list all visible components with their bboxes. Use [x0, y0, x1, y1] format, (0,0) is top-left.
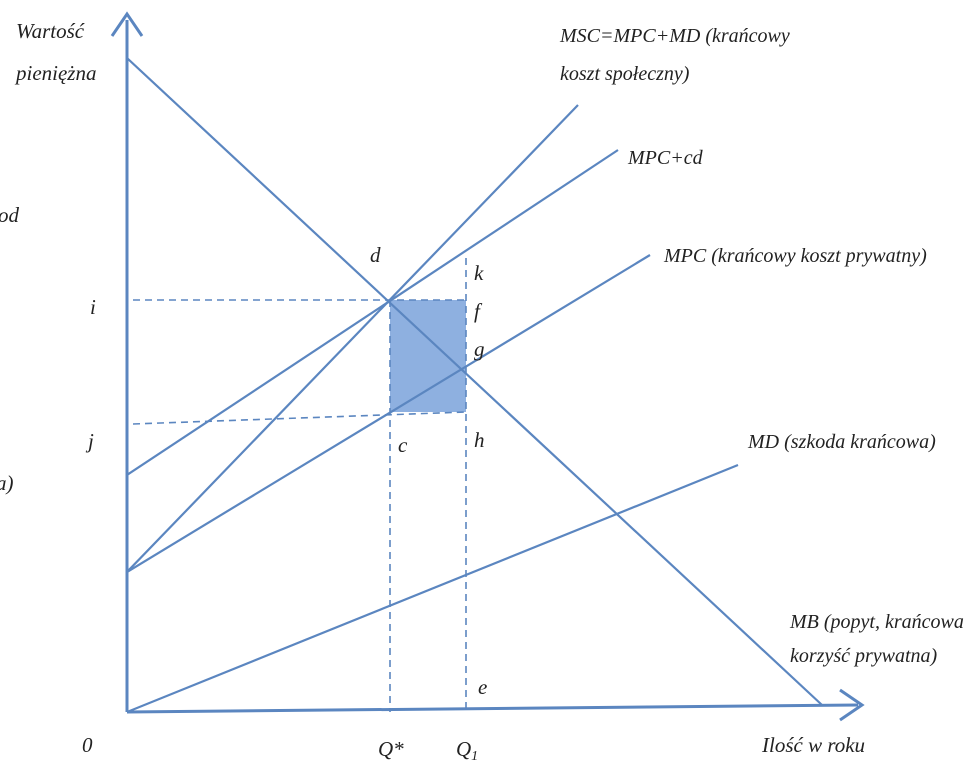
y-axis-label-1: Wartość — [16, 19, 85, 43]
q-star-label: Q* — [378, 737, 404, 761]
mpc-curve — [126, 254, 651, 573]
point-h: h — [474, 428, 485, 452]
x-axis-arrow — [839, 688, 865, 722]
mb-label-2: korzyść prywatna) — [790, 645, 938, 667]
mpc-label: MPC (krańcowy koszt prywatny) — [663, 245, 927, 267]
x-axis — [126, 703, 859, 714]
md-curve — [126, 463, 739, 714]
msc-curve — [126, 104, 579, 573]
point-g: g — [474, 337, 485, 361]
point-j: j — [85, 429, 94, 453]
cutoff-od: od — [0, 203, 20, 227]
md-label: MD (szkoda krańcowa) — [747, 431, 936, 453]
mpc-cd-curve — [126, 149, 619, 476]
msc-label-2: koszt społeczny) — [560, 63, 690, 85]
origin-label: 0 — [82, 733, 93, 757]
point-c: c — [398, 433, 408, 457]
mb-label-1: MB (popyt, krańcowa — [789, 611, 964, 633]
point-i: i — [90, 295, 96, 319]
point-e: e — [478, 675, 487, 699]
cutoff-a: a) — [0, 471, 14, 495]
y-axis-label-2: pieniężna — [14, 61, 96, 85]
x-axis-label: Ilość w roku — [761, 733, 865, 757]
mpc-cd-label: MPC+cd — [627, 147, 704, 169]
y-axis-arrow — [110, 11, 144, 37]
mb-curve — [126, 57, 823, 706]
shaded-area — [390, 300, 466, 412]
point-f: f — [474, 299, 483, 323]
q1-label: Q1 — [456, 737, 478, 764]
point-d: d — [370, 243, 381, 267]
msc-label-1: MSC=MPC+MD (krańcowy — [559, 25, 790, 47]
guide-j — [132, 411, 467, 425]
point-k: k — [474, 261, 484, 285]
